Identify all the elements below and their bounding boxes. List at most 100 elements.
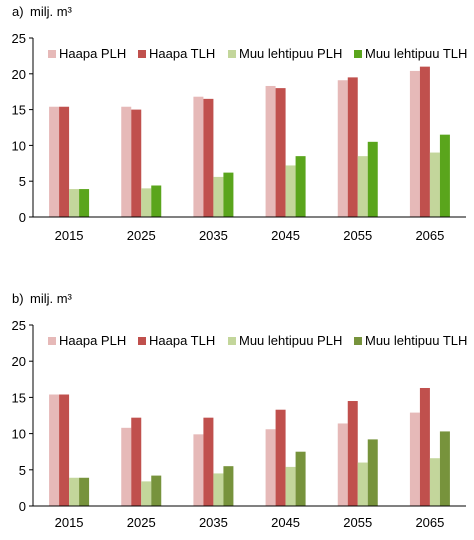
legend-entry: Haapa TLH: [149, 333, 215, 348]
bar-muu-lehtipuu-tlh-2055: [367, 439, 378, 506]
y-axis-unit-label: milj. m³: [30, 4, 73, 19]
bar-muu-lehtipuu-tlh-2055: [367, 141, 378, 217]
bar-muu-lehtipuu-tlh-2015: [79, 189, 90, 217]
y-tick-label: 25: [12, 31, 26, 46]
x-tick-label: 2035: [199, 515, 228, 530]
legend-entry: Muu lehtipuu PLH: [239, 46, 342, 61]
bar-haapa-tlh-2065: [419, 387, 430, 506]
bar-muu-lehtipuu-plh-2035: [213, 473, 224, 506]
x-tick-label: 2035: [199, 228, 228, 243]
legend-swatch: [228, 50, 236, 58]
bar-haapa-tlh-2035: [203, 417, 214, 506]
y-tick-label: 20: [12, 354, 26, 369]
y-tick-label: 5: [19, 174, 26, 189]
bar-muu-lehtipuu-plh-2025: [141, 481, 152, 506]
bar-muu-lehtipuu-tlh-2015: [79, 477, 90, 506]
legend-entry: Muu lehtipuu TLH: [365, 333, 467, 348]
legend-entry: Haapa PLH: [59, 46, 126, 61]
bar-haapa-plh-2025: [121, 427, 132, 506]
bar-muu-lehtipuu-plh-2035: [213, 176, 224, 217]
y-tick-label: 5: [19, 463, 26, 478]
x-tick-label: 2015: [55, 228, 84, 243]
bar-haapa-tlh-2055: [347, 77, 358, 217]
bar-muu-lehtipuu-plh-2015: [69, 189, 80, 217]
bar-muu-lehtipuu-plh-2045: [285, 466, 296, 506]
y-tick-label: 0: [19, 499, 26, 514]
legend-swatch: [138, 337, 146, 345]
legend: Haapa PLH Haapa TLH Muu lehtipuu PLH Muu le…: [48, 46, 467, 61]
bar-muu-lehtipuu-plh-2025: [141, 188, 152, 217]
bar-muu-lehtipuu-tlh-2025: [151, 475, 162, 506]
x-tick-label: 2045: [271, 228, 300, 243]
panel-label: b): [12, 291, 24, 306]
bar-muu-lehtipuu-tlh-2065: [439, 431, 450, 506]
bar-muu-lehtipuu-tlh-2045: [295, 451, 306, 506]
panel-label: a): [12, 4, 24, 19]
legend-swatch: [228, 337, 236, 345]
x-tick-label: 2015: [55, 515, 84, 530]
y-tick-label: 20: [12, 67, 26, 82]
bar-muu-lehtipuu-tlh-2035: [223, 466, 234, 506]
x-tick-label: 2045: [271, 515, 300, 530]
axes: [32, 325, 466, 507]
bar-muu-lehtipuu-plh-2055: [357, 462, 368, 506]
x-tick-label: 2065: [415, 515, 444, 530]
bar-haapa-plh-2055: [337, 423, 348, 506]
bar-haapa-tlh-2045: [275, 88, 286, 218]
x-tick-label: 2055: [343, 228, 372, 243]
bar-muu-lehtipuu-plh-2065: [429, 152, 440, 217]
y-axis-ticks: 0 5 10 15 20 25: [12, 318, 33, 514]
y-tick-label: 10: [12, 138, 26, 153]
bar-haapa-plh-2025: [121, 106, 132, 217]
bar-haapa-tlh-2065: [419, 66, 430, 217]
bar-haapa-plh-2045: [265, 85, 276, 217]
y-tick-label: 25: [12, 318, 26, 333]
bar-haapa-plh-2055: [337, 80, 348, 217]
bar-muu-lehtipuu-plh-2065: [429, 458, 440, 506]
x-axis-labels: 2015 2025 2035 2045 2055 2065: [55, 228, 445, 243]
legend-entry: Muu lehtipuu PLH: [239, 333, 342, 348]
bar-haapa-tlh-2025: [131, 417, 142, 506]
legend-swatch: [354, 50, 362, 58]
bar-muu-lehtipuu-tlh-2025: [151, 185, 162, 217]
bar-muu-lehtipuu-tlh-2065: [439, 134, 450, 217]
chart-panel-a: a) milj. m³ Haapa PLH Haapa TLH Muu lehtip…: [12, 4, 468, 243]
bar-haapa-tlh-2035: [203, 98, 214, 217]
x-tick-label: 2025: [127, 228, 156, 243]
bar-haapa-plh-2065: [409, 412, 420, 506]
bar-muu-lehtipuu-plh-2055: [357, 156, 368, 217]
bar-haapa-tlh-2055: [347, 401, 358, 506]
legend-swatch: [48, 50, 56, 58]
y-axis-ticks: 0 5 10 15 20 25: [12, 31, 33, 225]
chart-panel-b: b) milj. m³ Haapa PLH Haapa TLH Muu lehtip…: [12, 291, 468, 530]
bar-haapa-tlh-2045: [275, 409, 286, 506]
legend-swatch: [48, 337, 56, 345]
legend: Haapa PLH Haapa TLH Muu lehtipuu PLH Muu le…: [48, 333, 467, 348]
x-tick-label: 2025: [127, 515, 156, 530]
y-tick-label: 10: [12, 427, 26, 442]
y-axis-unit-label: milj. m³: [30, 291, 73, 306]
bar-muu-lehtipuu-plh-2015: [69, 477, 80, 506]
legend-entry: Muu lehtipuu TLH: [365, 46, 467, 61]
bar-muu-lehtipuu-tlh-2045: [295, 156, 306, 217]
x-tick-label: 2055: [343, 515, 372, 530]
bar-haapa-tlh-2015: [59, 106, 70, 217]
legend-swatch: [354, 337, 362, 345]
bars: [49, 66, 450, 218]
y-tick-label: 15: [12, 390, 26, 405]
bar-muu-lehtipuu-tlh-2035: [223, 172, 234, 217]
bar-haapa-plh-2015: [49, 394, 60, 506]
legend-entry: Haapa PLH: [59, 333, 126, 348]
bar-muu-lehtipuu-plh-2045: [285, 165, 296, 217]
bar-haapa-plh-2045: [265, 429, 276, 506]
y-tick-label: 0: [19, 210, 26, 225]
bar-haapa-tlh-2025: [131, 109, 142, 217]
legend-entry: Haapa TLH: [149, 46, 215, 61]
bar-haapa-plh-2015: [49, 106, 60, 217]
bar-haapa-plh-2065: [409, 70, 420, 217]
bars: [49, 387, 450, 506]
legend-swatch: [138, 50, 146, 58]
bar-haapa-plh-2035: [193, 96, 204, 217]
